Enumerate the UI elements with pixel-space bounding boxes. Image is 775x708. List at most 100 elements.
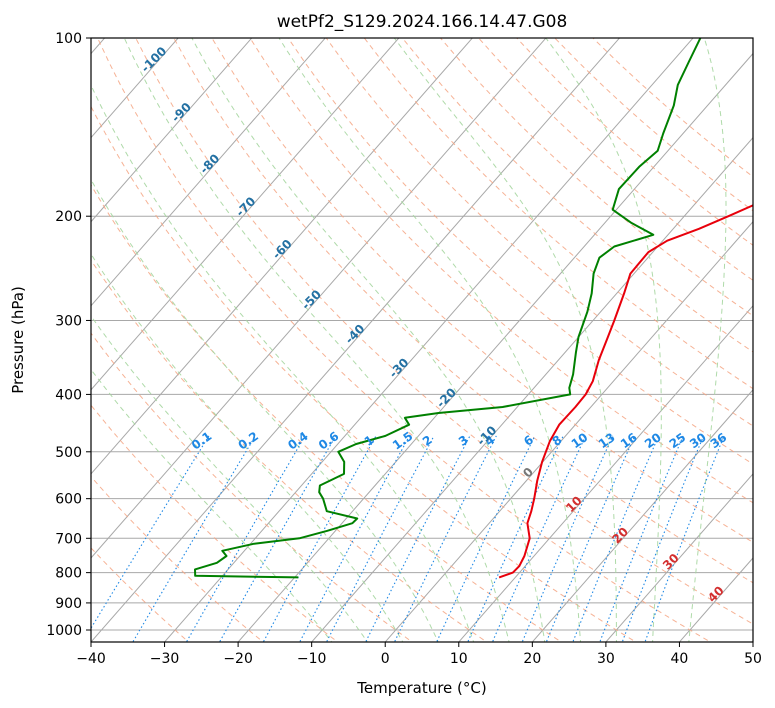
dry-adiabat-line bbox=[97, 38, 712, 642]
moist-adiabat-line bbox=[91, 368, 333, 642]
mixing-ratio-line bbox=[262, 435, 377, 642]
isotherm-line bbox=[752, 641, 753, 642]
mixing-ratio-line bbox=[572, 435, 660, 642]
mixing-ratio-line bbox=[185, 435, 306, 642]
dry-adiabat-line bbox=[135, 38, 753, 625]
moist-adiabat-line bbox=[123, 38, 510, 642]
x-tick-label: −40 bbox=[76, 651, 106, 667]
dry-adiabat-line bbox=[211, 38, 753, 543]
mixing-ratio-line bbox=[644, 435, 725, 642]
isotherm-line bbox=[163, 38, 694, 642]
y-axis-label: Pressure (hPa) bbox=[9, 286, 27, 394]
mixing-ratio-label: 0.2 bbox=[236, 429, 261, 453]
y-tick-label: 800 bbox=[55, 566, 82, 582]
dry-adiabat-line bbox=[363, 38, 753, 390]
mixing-ratio-label: 6 bbox=[521, 433, 536, 449]
y-tick-label: 500 bbox=[55, 445, 82, 461]
x-tick-label: −10 bbox=[297, 651, 327, 667]
isotherm-line bbox=[91, 38, 326, 307]
isotherm-line bbox=[237, 52, 753, 642]
moist-adiabat-line bbox=[545, 38, 662, 642]
isotherm-line bbox=[91, 38, 547, 559]
mixing-ratio-label: 16 bbox=[618, 430, 640, 451]
mixing-ratio-label: 13 bbox=[596, 430, 618, 451]
mixing-ratio-label: 0.4 bbox=[285, 429, 310, 453]
y-tick-label: 600 bbox=[55, 492, 82, 508]
moist-adiabat-line bbox=[278, 38, 581, 642]
moist-adiabat-line bbox=[688, 38, 727, 642]
dry-adiabat-line bbox=[91, 547, 190, 642]
mixing-ratio-line bbox=[521, 435, 614, 642]
y-axis-ticks: 100 200 300 400 500 600 700 800 900 1000 bbox=[46, 31, 91, 639]
moist-adiabat-line bbox=[191, 38, 546, 642]
dry-adiabat-line bbox=[91, 105, 637, 642]
dry-adiabat-line bbox=[91, 183, 563, 642]
mixing-ratio-label: 25 bbox=[667, 430, 689, 451]
x-tick-label: −30 bbox=[150, 651, 180, 667]
dry-adiabat-line bbox=[249, 38, 753, 504]
plot-frame bbox=[90, 37, 754, 643]
x-tick-label: 0 bbox=[381, 651, 390, 667]
isotherm-line bbox=[91, 38, 400, 391]
y-tick-label: 1000 bbox=[46, 623, 82, 639]
dry-adiabat-line bbox=[516, 38, 753, 246]
mixing-ratio-label: 0.1 bbox=[189, 429, 214, 453]
x-tick-label: 20 bbox=[523, 651, 541, 667]
theta-label: -70 bbox=[233, 194, 258, 219]
theta-label: -80 bbox=[197, 151, 222, 176]
mixing-ratio-label: 36 bbox=[708, 430, 730, 451]
dry-adiabat-line bbox=[91, 259, 488, 642]
x-tick-label: 10 bbox=[450, 651, 468, 667]
dry-adiabat-line bbox=[91, 332, 414, 642]
theta-label: -20 bbox=[434, 385, 459, 410]
mixing-ratio-line bbox=[325, 435, 435, 642]
mixing-ratio-label: 10 bbox=[569, 430, 591, 451]
mixing-ratio-label: 30 bbox=[687, 430, 709, 451]
mixing-ratio-line bbox=[218, 435, 337, 642]
moist-adiabat-line bbox=[393, 38, 617, 642]
isotherm-line bbox=[458, 304, 753, 642]
dry-adiabat-line bbox=[325, 38, 753, 427]
isotherm-line bbox=[384, 220, 753, 642]
wet-bulb-label: 40 bbox=[705, 583, 727, 605]
isotherm-line bbox=[91, 38, 179, 139]
wet-bulb-label: 0 bbox=[520, 465, 536, 481]
dry-adiabat-line bbox=[287, 38, 753, 465]
x-tick-label: 40 bbox=[671, 651, 689, 667]
mixing-ratio-line bbox=[132, 435, 256, 642]
mixing-ratio-label: 1 bbox=[362, 433, 377, 449]
wet-bulb-label: 10 bbox=[563, 493, 585, 515]
x-axis-ticks: −40 −30 −20 −10 0 10 20 30 40 50 bbox=[76, 642, 762, 667]
x-axis-label: Temperature (°C) bbox=[356, 679, 486, 697]
moist-adiabat-line bbox=[91, 253, 404, 642]
y-tick-label: 400 bbox=[55, 387, 82, 403]
mixing-ratio-line bbox=[299, 435, 410, 642]
theta-label: -90 bbox=[169, 100, 194, 125]
moist-adiabat-line bbox=[91, 84, 475, 642]
dry-adiabat-line bbox=[173, 38, 753, 584]
x-tick-label: 30 bbox=[597, 651, 615, 667]
theta-label: -50 bbox=[299, 287, 324, 312]
isotherm-line bbox=[678, 557, 753, 642]
y-tick-label: 100 bbox=[55, 31, 82, 47]
y-tick-label: 900 bbox=[55, 596, 82, 612]
isotherm-line bbox=[91, 38, 621, 642]
isotherm-line bbox=[91, 38, 474, 475]
dry-adiabat-line bbox=[478, 38, 753, 281]
mixing-ratio-line bbox=[599, 435, 684, 642]
isotherm-line bbox=[531, 389, 753, 642]
theta-label: -100 bbox=[138, 44, 169, 75]
isotherm-line bbox=[91, 38, 253, 223]
theta-label: -30 bbox=[386, 355, 411, 380]
dry-adiabat-line bbox=[91, 404, 339, 642]
dry-adiabat-line bbox=[91, 475, 264, 642]
mixing-ratio-label: 8 bbox=[550, 433, 565, 449]
wet-bulb-label: 30 bbox=[660, 551, 682, 573]
data-series bbox=[194, 38, 753, 579]
mixing-ratio-label: 20 bbox=[642, 430, 664, 451]
dry-adiabat-line bbox=[402, 38, 753, 353]
x-tick-label: 50 bbox=[744, 651, 762, 667]
mixing-ratio-line bbox=[91, 435, 210, 630]
isotherm-line bbox=[311, 136, 753, 642]
